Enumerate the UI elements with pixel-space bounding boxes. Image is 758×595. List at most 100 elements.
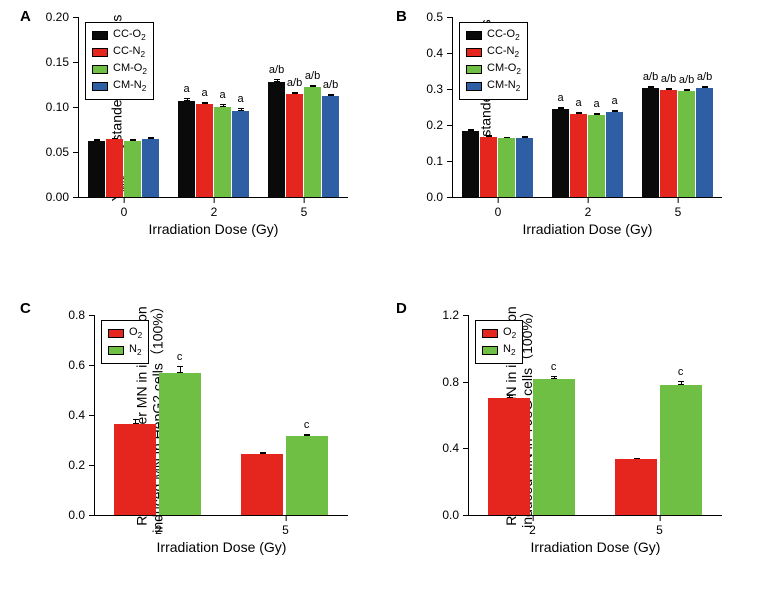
legend-swatch xyxy=(466,82,482,91)
annotation: a xyxy=(201,87,207,99)
bar xyxy=(124,141,141,197)
legend-item: CM-O2 xyxy=(466,61,521,78)
panel-label: B xyxy=(396,8,407,25)
annotation: c xyxy=(551,361,557,373)
bar xyxy=(286,436,328,515)
legend-label: CM-N2 xyxy=(487,78,520,95)
bar xyxy=(214,107,231,197)
bar xyxy=(498,138,515,197)
y-tick: 0.10 xyxy=(46,100,79,114)
error-bar xyxy=(561,107,562,109)
y-tick: 0.4 xyxy=(442,441,469,455)
legend-swatch xyxy=(482,329,498,338)
legend-item: CC-O2 xyxy=(92,27,147,44)
x-tick: 2 xyxy=(529,515,536,537)
y-tick: 0.2 xyxy=(426,118,453,132)
error-bar xyxy=(615,110,616,112)
panel-label: C xyxy=(20,300,31,317)
bar xyxy=(642,88,659,197)
annotation: a xyxy=(575,97,581,109)
legend-item: CC-N2 xyxy=(92,44,147,61)
error-bar xyxy=(489,135,490,137)
error-bar xyxy=(135,419,136,424)
error-bar xyxy=(597,113,598,115)
legend: CC-O2CC-N2CM-O2CM-N2 xyxy=(459,22,528,100)
legend-item: CM-N2 xyxy=(92,78,147,95)
x-axis-label: Irradiation Dose (Gy) xyxy=(531,539,661,555)
legend-item: O2 xyxy=(482,325,516,342)
error-bar xyxy=(507,137,508,139)
legend-item: N2 xyxy=(482,342,516,359)
error-bar xyxy=(687,89,688,91)
legend-swatch xyxy=(466,31,482,40)
bar xyxy=(286,94,303,197)
legend-swatch xyxy=(108,329,124,338)
y-tick: 0.6 xyxy=(68,358,95,372)
annotation: a/b xyxy=(287,77,302,89)
x-axis-label: Irradiation Dose (Gy) xyxy=(149,221,279,237)
legend: CC-O2CC-N2CM-O2CM-N2 xyxy=(85,22,154,100)
legend: O2N2 xyxy=(475,320,523,364)
panel-label: A xyxy=(20,8,31,25)
x-tick: 5 xyxy=(656,515,663,537)
legend-swatch xyxy=(92,65,108,74)
panelD-plot: 0.00.40.81.2Ratio of bystander MN in irr… xyxy=(468,316,722,516)
legend-label: O2 xyxy=(129,325,142,342)
legend-label: CC-O2 xyxy=(113,27,146,44)
x-tick: 5 xyxy=(301,197,308,219)
bar xyxy=(615,459,657,515)
legend-swatch xyxy=(92,48,108,57)
error-bar xyxy=(525,136,526,138)
legend-label: O2 xyxy=(503,325,516,342)
legend-swatch xyxy=(482,346,498,355)
x-tick: 2 xyxy=(155,515,162,537)
legend-item: CM-O2 xyxy=(92,61,147,78)
annotation: a/b xyxy=(679,74,694,86)
annotation: a xyxy=(237,93,243,105)
error-bar xyxy=(223,104,224,107)
x-tick: 5 xyxy=(675,197,682,219)
y-tick: 0.4 xyxy=(68,408,95,422)
x-tick: 2 xyxy=(211,197,218,219)
annotation: a xyxy=(557,92,563,104)
y-tick: 0.20 xyxy=(46,10,79,24)
legend-label: CC-N2 xyxy=(113,44,145,61)
bar xyxy=(241,454,283,515)
annotation: a/b xyxy=(269,64,284,76)
x-tick: 2 xyxy=(585,197,592,219)
bar xyxy=(106,139,123,197)
legend-swatch xyxy=(466,48,482,57)
bar xyxy=(142,139,159,198)
bar xyxy=(268,82,285,197)
x-axis-label: Irradiation Dose (Gy) xyxy=(157,539,287,555)
error-bar xyxy=(97,139,98,141)
annotation: c xyxy=(304,419,310,431)
legend-label: N2 xyxy=(503,342,516,359)
x-axis-label: Irradiation Dose (Gy) xyxy=(523,221,653,237)
error-bar xyxy=(554,376,555,379)
y-tick: 0.00 xyxy=(46,190,79,204)
error-bar xyxy=(295,92,296,95)
y-tick: 0.15 xyxy=(46,55,79,69)
error-bar xyxy=(187,98,188,101)
bar xyxy=(533,379,575,515)
error-bar xyxy=(205,102,206,105)
error-bar xyxy=(705,86,706,88)
annotation: a/b xyxy=(643,71,658,83)
bar xyxy=(88,141,105,197)
bar xyxy=(588,115,605,197)
bar xyxy=(322,96,339,197)
error-bar xyxy=(579,112,580,114)
y-tick: 0.0 xyxy=(426,190,453,204)
annotation: a/b xyxy=(323,79,338,91)
error-bar xyxy=(681,381,682,385)
panel-label: D xyxy=(396,300,407,317)
x-tick: 5 xyxy=(282,515,289,537)
bar xyxy=(232,111,249,197)
bar xyxy=(196,104,213,197)
error-bar xyxy=(651,86,652,88)
legend-label: CM-O2 xyxy=(487,61,521,78)
error-bar xyxy=(180,366,181,372)
error-bar xyxy=(471,129,472,131)
legend-swatch xyxy=(92,82,108,91)
